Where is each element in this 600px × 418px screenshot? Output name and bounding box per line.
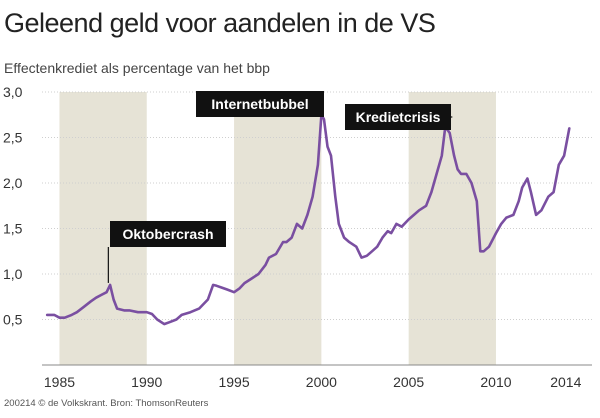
y-tick-label: 2,0 bbox=[3, 175, 23, 191]
annotation-label: Internetbubbel bbox=[211, 96, 308, 112]
series-line bbox=[45, 113, 571, 326]
annotation: Kredietcrisis bbox=[345, 104, 453, 130]
annotation-label: Kredietcrisis bbox=[356, 109, 441, 125]
x-tick-label: 1985 bbox=[44, 374, 75, 390]
y-axis-labels: 0,5 1,0 1,5 2,0 2,5 3,0 bbox=[3, 84, 23, 328]
annotation-box bbox=[110, 221, 226, 247]
x-axis-labels: 1985 1990 1995 2000 2005 2010 2014 bbox=[44, 374, 582, 390]
annotation-box bbox=[345, 104, 451, 130]
chart-title: Geleend geld voor aandelen in de VS bbox=[4, 8, 436, 38]
y-tick-label: 3,0 bbox=[3, 84, 23, 100]
annotation-label: Oktobercrash bbox=[122, 226, 213, 242]
x-tick-label: 2014 bbox=[550, 374, 581, 390]
x-tick-label: 2000 bbox=[306, 374, 337, 390]
annotation: Internetbubbel bbox=[196, 91, 324, 117]
chart-subtitle: Effectenkrediet als percentage van het b… bbox=[4, 60, 270, 76]
shaded-period bbox=[234, 92, 322, 365]
gridlines bbox=[42, 91, 592, 366]
annotation: Oktobercrash bbox=[107, 221, 226, 283]
source-credit: 200214 © de Volkskrant. Bron: ThomsonReu… bbox=[4, 398, 209, 409]
x-tick-label: 1990 bbox=[131, 374, 162, 390]
data-series bbox=[45, 113, 571, 326]
y-tick-label: 0,5 bbox=[3, 312, 23, 328]
x-tick-label: 1995 bbox=[218, 374, 249, 390]
y-tick-label: 2,5 bbox=[3, 130, 23, 146]
annotations: Oktobercrash Internetbubbel Kredietcrisis bbox=[107, 91, 453, 283]
x-tick-label: 2010 bbox=[480, 374, 511, 390]
x-tick-label: 2005 bbox=[393, 374, 424, 390]
y-tick-label: 1,0 bbox=[3, 266, 23, 282]
y-tick-label: 1,5 bbox=[3, 221, 23, 237]
annotation-box bbox=[196, 91, 324, 117]
shaded-period bbox=[408, 92, 496, 365]
